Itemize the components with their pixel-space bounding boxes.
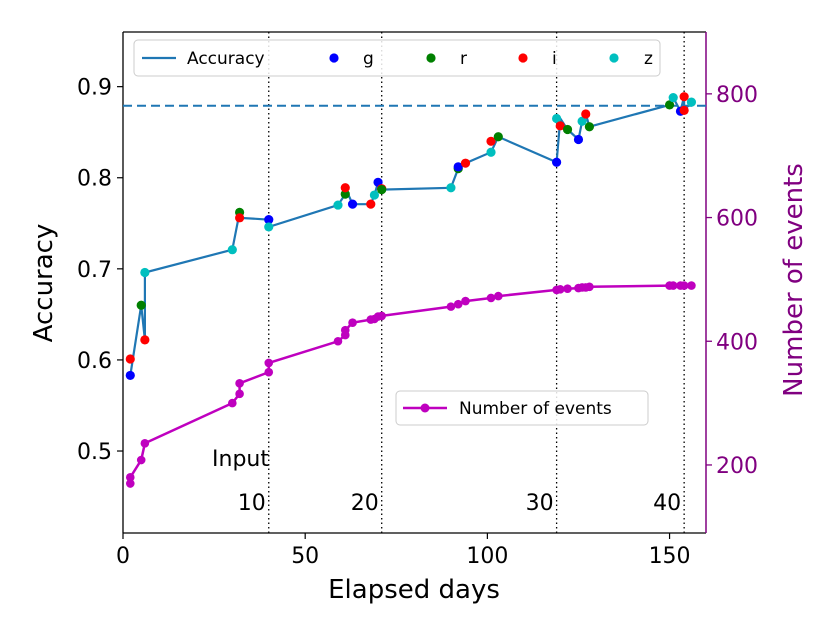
events-point — [461, 296, 470, 306]
accuracy-point-r — [493, 132, 503, 142]
events-point — [340, 325, 350, 335]
input-annotation: Input — [212, 447, 269, 472]
events-point — [235, 379, 244, 388]
x-tick-label: 0 — [116, 544, 130, 569]
accuracy-point-i — [555, 121, 565, 131]
accuracy-point-i — [140, 335, 150, 345]
legend-bottom-box — [395, 390, 649, 426]
events-point — [264, 358, 274, 368]
x-axis-title: Elapsed days — [328, 575, 500, 605]
legend-z-marker — [609, 53, 619, 63]
accuracy-point-z — [333, 200, 343, 210]
y-right-tick-label: 600 — [716, 207, 758, 232]
events-point — [235, 389, 244, 399]
accuracy-point-z — [369, 190, 380, 200]
accuracy-point-g — [125, 370, 135, 381]
legend-bottom: Number of events — [395, 390, 649, 426]
legend-z-label: z — [644, 49, 653, 69]
accuracy-point-r — [136, 300, 146, 310]
accuracy-point-z — [140, 267, 150, 278]
y-right-tick-label: 200 — [716, 454, 758, 479]
accuracy-point-r — [340, 189, 350, 199]
events-point — [125, 479, 135, 488]
x-tick-label: 100 — [466, 544, 508, 569]
events-point — [486, 293, 496, 303]
legend-events-marker — [420, 403, 430, 413]
accuracy-point-z — [686, 97, 697, 107]
y-left-tick-label: 0.9 — [77, 76, 112, 101]
accuracy-point-i — [581, 109, 591, 119]
input-count-label-30: 30 — [526, 491, 554, 516]
y-right-tick-label: 400 — [716, 330, 758, 355]
events-point — [333, 336, 343, 346]
y-left-tick-label: 0.5 — [77, 440, 112, 465]
accuracy-point-i — [366, 199, 376, 209]
accuracy-point-i — [679, 105, 689, 115]
accuracy-point-g — [453, 162, 463, 172]
y-left-tick-label: 0.7 — [77, 258, 112, 283]
events-point — [494, 291, 503, 301]
accuracy-point-i — [125, 354, 135, 364]
input-count-label-10: 10 — [238, 491, 266, 516]
x-tick-label: 50 — [291, 544, 319, 569]
events-point — [555, 285, 565, 294]
accuracy-point-r — [562, 124, 573, 135]
accuracy-point-z — [486, 147, 496, 157]
accuracy-point-g — [347, 199, 358, 209]
events-point — [687, 281, 696, 290]
events-point — [228, 398, 237, 408]
accuracy-point-g — [264, 215, 274, 225]
accuracy-point-z — [227, 245, 237, 255]
accuracy-point-z — [264, 222, 274, 232]
input-count-label-20: 20 — [351, 491, 379, 516]
events-point — [348, 318, 357, 328]
events-point — [446, 302, 456, 311]
accuracy-point-i — [460, 158, 471, 168]
legend-i-label: i — [552, 49, 557, 69]
input-count-label-40: 40 — [653, 491, 681, 516]
legend-r-marker — [426, 53, 436, 63]
accuracy-point-z — [552, 113, 562, 124]
events-point — [140, 439, 150, 448]
accuracy-point-g — [573, 134, 584, 145]
legend-top-box — [133, 39, 661, 77]
legend-i-marker — [518, 53, 528, 63]
events-point — [136, 455, 146, 465]
y-axis-title-left: Accuracy — [29, 224, 59, 343]
plot-frame — [122, 31, 707, 534]
y-axis-title-right: Number of events — [779, 163, 809, 397]
events-point — [679, 281, 689, 290]
accuracy-point-r — [584, 122, 595, 132]
y-right-tick-label: 800 — [716, 83, 758, 108]
accuracy-point-i — [486, 136, 496, 146]
legend-events-label: Number of events — [459, 399, 612, 419]
events-point — [377, 311, 387, 321]
events-point — [563, 284, 572, 293]
accuracy-point-g — [552, 157, 562, 167]
accuracy-point-z — [668, 92, 678, 103]
legend-accuracy-label: Accuracy — [187, 49, 265, 69]
accuracy-point-z — [446, 183, 456, 193]
y-left-tick-label: 0.6 — [77, 349, 112, 374]
x-tick-label: 150 — [649, 544, 691, 569]
events-point — [668, 281, 678, 290]
y-left-tick-label: 0.8 — [77, 167, 112, 192]
accuracy-point-i — [235, 213, 245, 223]
accuracy-point-i — [679, 92, 689, 102]
events-point — [125, 473, 135, 482]
events-point — [264, 367, 274, 377]
legend-r-label: r — [460, 49, 467, 69]
legend-g-marker — [329, 53, 339, 63]
accuracy-point-i — [340, 183, 350, 193]
accuracy-point-z — [577, 116, 587, 126]
accuracy-point-r — [377, 184, 387, 195]
legend-top: Accuracy g r i z — [133, 39, 661, 77]
legend-g-label: g — [363, 49, 374, 69]
accuracy-point-r — [664, 100, 675, 110]
events-point — [453, 299, 463, 309]
events-point — [585, 282, 594, 292]
